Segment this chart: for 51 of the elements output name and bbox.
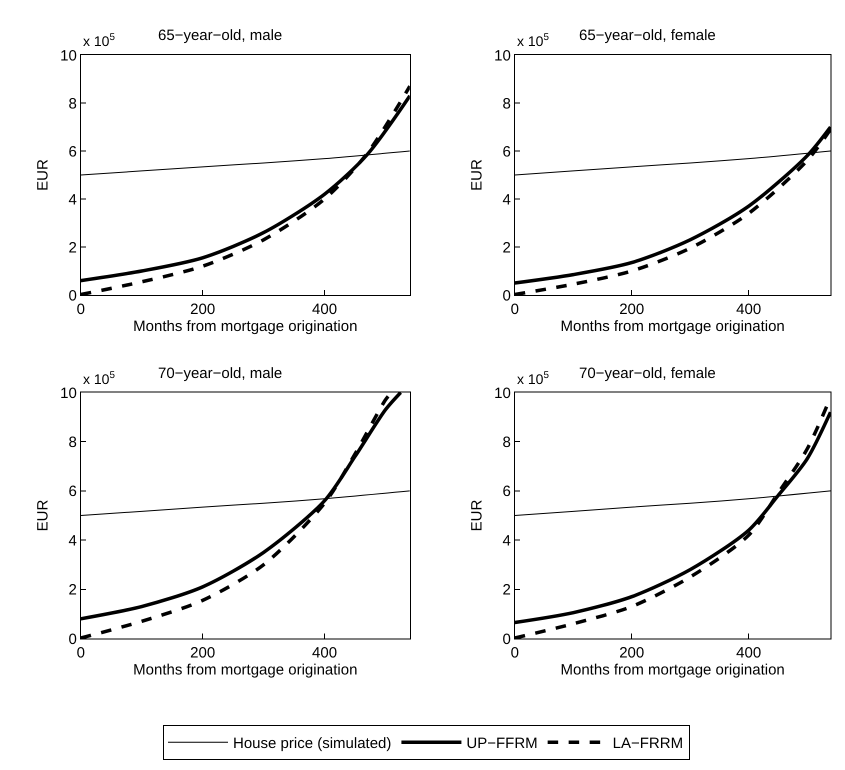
y-tick-label: 0 — [68, 630, 77, 648]
y-axis-title: EUR — [34, 500, 52, 532]
x-tick-label: 200 — [619, 301, 644, 318]
y-tick-label: 2 — [502, 582, 511, 599]
x-axis-title: Months from mortgage origination — [133, 318, 358, 335]
chart-title: 70−year−old, female — [579, 365, 716, 382]
chart-title: 65−year−old, male — [158, 27, 282, 44]
text: x 10$^{5}$ — [517, 32, 550, 49]
y-tick-label: 6 — [502, 143, 511, 160]
x-tick-label: 400 — [736, 644, 762, 662]
text: x 10$^{5}$ — [83, 370, 116, 387]
chart-title: 70−year−old, male — [158, 365, 282, 382]
y-tick-label: 2 — [68, 582, 77, 599]
y-tick-label: 8 — [502, 434, 511, 451]
y-tick-label: 0 — [68, 287, 77, 304]
y-axis-title: EUR — [468, 159, 486, 191]
y-tick-label: 10 — [494, 384, 511, 402]
x-axis-title: Months from mortgage origination — [133, 662, 358, 678]
y-tick-label: 4 — [502, 191, 511, 208]
y-tick-label: 0 — [502, 630, 511, 648]
x-tick-label: 400 — [312, 301, 338, 318]
legend-label: House price (simulated) — [233, 735, 392, 752]
x-axis-title: Months from mortgage origination — [560, 662, 785, 678]
y-tick-label: 2 — [502, 239, 511, 256]
x-tick-label: 400 — [312, 644, 338, 662]
y-tick-label: 10 — [494, 47, 511, 64]
y-axis-title: EUR — [468, 500, 486, 532]
legend-label: LA−FRRM — [612, 735, 684, 752]
y-tick-label: 6 — [68, 483, 77, 500]
x-tick-label: 200 — [619, 644, 644, 662]
x-tick-label: 400 — [736, 301, 762, 318]
y-tick-label: 8 — [68, 434, 77, 451]
y-tick-label: 6 — [502, 483, 511, 500]
y-tick-label: 8 — [68, 95, 77, 112]
x-tick-label: 200 — [190, 301, 216, 318]
chart-title: 65−year−old, female — [579, 27, 716, 44]
y-axis-title: EUR — [34, 159, 52, 191]
y-tick-label: 4 — [68, 191, 77, 208]
y-tick-label: 10 — [60, 384, 77, 402]
x-axis-title: Months from mortgage origination — [560, 318, 785, 335]
y-tick-label: 8 — [502, 95, 511, 112]
y-tick-label: 6 — [68, 143, 77, 160]
y-tick-label: 4 — [68, 532, 77, 550]
legend-label: UP−FFRM — [466, 735, 538, 752]
text: x 10$^{5}$ — [517, 370, 550, 387]
y-tick-label: 2 — [68, 239, 77, 256]
text: x 10$^{5}$ — [83, 32, 116, 49]
y-tick-label: 0 — [502, 287, 511, 304]
x-tick-label: 200 — [190, 644, 216, 662]
y-tick-label: 4 — [502, 532, 511, 550]
y-tick-label: 10 — [60, 47, 77, 64]
